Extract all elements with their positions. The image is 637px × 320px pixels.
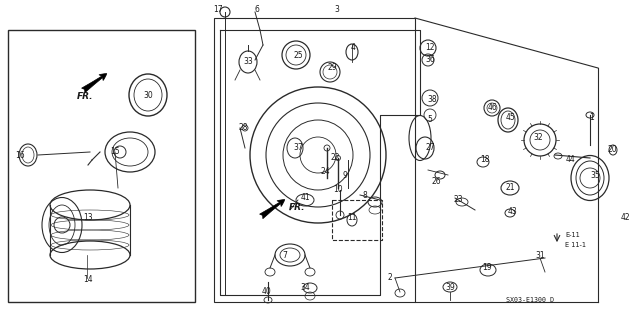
Text: FR.: FR. (289, 204, 306, 212)
Text: 19: 19 (482, 263, 492, 273)
Text: FR.: FR. (77, 92, 94, 101)
Text: 25: 25 (293, 51, 303, 60)
Text: 9: 9 (343, 171, 347, 180)
Text: 4: 4 (350, 44, 355, 52)
Text: 11: 11 (347, 213, 357, 222)
Text: 36: 36 (425, 55, 435, 65)
Text: 18: 18 (480, 156, 490, 164)
Text: 40: 40 (262, 287, 272, 297)
Text: 46: 46 (487, 103, 497, 113)
Text: 29: 29 (327, 63, 337, 73)
Text: 5: 5 (427, 116, 433, 124)
Text: 15: 15 (110, 148, 120, 156)
Text: 12: 12 (426, 43, 434, 52)
Text: 24: 24 (320, 167, 330, 177)
Text: 8: 8 (362, 190, 368, 199)
Text: 43: 43 (507, 207, 517, 217)
Text: 37: 37 (293, 143, 303, 153)
Text: 23: 23 (453, 196, 463, 204)
Text: 45: 45 (505, 114, 515, 123)
Bar (332, 200, 382, 240)
Text: 7: 7 (283, 251, 287, 260)
Bar (214, 18, 415, 302)
Text: 21: 21 (505, 183, 515, 193)
Text: 44: 44 (565, 156, 575, 164)
Text: 39: 39 (445, 283, 455, 292)
Text: 41: 41 (300, 194, 310, 203)
Text: 3: 3 (334, 5, 340, 14)
Text: 22: 22 (330, 154, 340, 163)
Text: 10: 10 (333, 186, 343, 195)
Text: 13: 13 (83, 213, 93, 222)
Text: SX03-E1300 D: SX03-E1300 D (506, 297, 554, 303)
Text: 34: 34 (300, 284, 310, 292)
Text: 28: 28 (238, 124, 248, 132)
Text: 20: 20 (607, 146, 617, 155)
Text: 38: 38 (427, 95, 437, 105)
Text: 26: 26 (431, 178, 441, 187)
Text: 17: 17 (213, 5, 223, 14)
Text: 27: 27 (425, 143, 435, 153)
Text: 16: 16 (15, 150, 25, 159)
Text: 31: 31 (535, 251, 545, 260)
Bar (8, 30, 195, 302)
Text: 1: 1 (590, 114, 594, 123)
Text: 2: 2 (388, 274, 392, 283)
Text: 42: 42 (620, 213, 630, 222)
Text: 35: 35 (590, 171, 600, 180)
Text: E-11: E-11 (565, 232, 580, 238)
Text: 33: 33 (243, 58, 253, 67)
Text: 14: 14 (83, 276, 93, 284)
Text: 32: 32 (533, 133, 543, 142)
Text: 30: 30 (143, 91, 153, 100)
Text: E 11-1: E 11-1 (565, 242, 586, 248)
Text: 6: 6 (255, 5, 259, 14)
